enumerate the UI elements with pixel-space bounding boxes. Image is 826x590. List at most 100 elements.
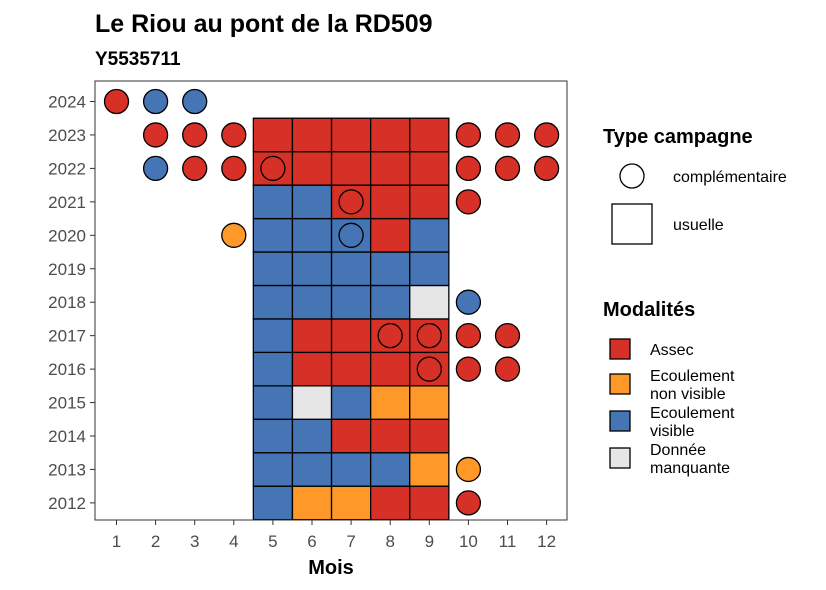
x-tick-label: 8 <box>385 532 394 551</box>
tile-2019-6 <box>291 251 333 287</box>
tile-2012-9 <box>409 485 450 521</box>
legend-modalite-label: manquante <box>650 460 730 477</box>
y-tick-label: 2017 <box>48 327 86 346</box>
tile-2023-9 <box>409 117 450 153</box>
tile-2021-9 <box>409 184 450 220</box>
tile-2017-7 <box>330 318 372 354</box>
tile-2013-8 <box>369 452 411 487</box>
point-2022-3 <box>182 155 208 182</box>
tile-2015-9 <box>409 385 450 420</box>
point-2022-10 <box>455 155 482 182</box>
tile-2023-6 <box>291 117 333 153</box>
point-2023-10 <box>455 122 482 148</box>
point-2024-3 <box>182 88 208 115</box>
tile-2023-8 <box>369 117 411 153</box>
tile-2022-9 <box>409 151 450 186</box>
y-tick-label: 2022 <box>48 159 86 178</box>
x-tick-label: 7 <box>346 532 355 551</box>
y-tick-label: 2021 <box>48 193 86 212</box>
tile-2019-8 <box>369 251 411 287</box>
x-tick-label: 1 <box>112 532 121 551</box>
tile-2012-6 <box>291 485 333 521</box>
point-2022-4 <box>221 155 247 182</box>
tile-2015-6 <box>291 385 333 420</box>
tile-2014-8 <box>369 418 411 454</box>
tile-2020-6 <box>291 217 333 253</box>
tile-2022-6 <box>291 151 333 186</box>
x-tick-label: 3 <box>190 532 199 551</box>
tile-2023-5 <box>252 117 294 153</box>
y-tick-label: 2014 <box>48 427 86 446</box>
point-2022-5 <box>260 155 286 182</box>
legend-modalite-label: non visible <box>650 386 726 403</box>
tile-2013-6 <box>291 452 333 487</box>
tile-2019-5 <box>252 251 294 287</box>
tile-2013-7 <box>330 452 372 487</box>
tile-2018-9 <box>409 284 450 320</box>
y-tick-label: 2016 <box>48 360 86 379</box>
y-tick-label: 2019 <box>48 260 86 279</box>
legend-modalite-label: Assec <box>650 342 694 359</box>
point-2023-11 <box>494 122 521 148</box>
point-2022-11 <box>494 155 521 182</box>
point-2017-10 <box>455 322 482 349</box>
tile-2012-8 <box>369 485 411 521</box>
legend-type-title: Type campagne <box>603 126 753 148</box>
point-2022-2 <box>142 155 169 182</box>
x-tick-label: 4 <box>229 532 238 551</box>
x-tick-label: 6 <box>307 532 316 551</box>
y-tick-label: 2018 <box>48 293 86 312</box>
point-2023-3 <box>182 122 208 148</box>
point-2024-1 <box>103 88 130 115</box>
tile-2015-5 <box>252 385 294 420</box>
x-tick-label: 12 <box>537 532 556 551</box>
legend-swatch-1 <box>609 373 631 395</box>
tile-2014-7 <box>330 418 372 454</box>
tile-2013-5 <box>252 452 294 487</box>
point-2023-2 <box>142 122 169 148</box>
tile-2016-8 <box>369 351 411 387</box>
tile-2015-8 <box>369 385 411 420</box>
point-2016-10 <box>455 356 482 382</box>
tile-2019-7 <box>330 251 372 287</box>
point-2016-9 <box>416 356 442 382</box>
legend-modalite-label: visible <box>650 423 695 440</box>
tile-2016-7 <box>330 351 372 387</box>
y-tick-label: 2024 <box>48 93 86 112</box>
tile-2012-5 <box>252 485 294 521</box>
tile-2014-6 <box>291 418 333 454</box>
tile-2020-9 <box>409 217 450 253</box>
y-tick-label: 2012 <box>48 494 86 513</box>
plot-area <box>103 88 560 521</box>
x-tick-label: 9 <box>425 532 434 551</box>
tile-2018-8 <box>369 284 411 320</box>
x-axis-title: Mois <box>308 557 354 579</box>
x-tick-label: 11 <box>499 532 517 551</box>
legend-swatch-3 <box>609 447 631 469</box>
point-2020-4 <box>221 222 247 248</box>
tile-2017-5 <box>252 318 294 354</box>
y-tick-label: 2020 <box>48 226 86 245</box>
legend-type-label: complémentaire <box>673 169 787 186</box>
x-tick-label: 2 <box>151 532 160 551</box>
legend-modalite-label: Ecoulement <box>650 368 735 385</box>
tile-2016-5 <box>252 351 294 387</box>
tile-2014-9 <box>409 418 450 454</box>
legend: Type campagne complémentaire usuelle Modali… <box>603 126 787 477</box>
tile-2021-5 <box>252 184 294 220</box>
point-2022-12 <box>533 155 560 182</box>
point-2013-10 <box>455 456 482 483</box>
point-2018-10 <box>455 289 482 315</box>
x-tick-label: 5 <box>268 532 277 551</box>
legend-type-label: usuelle <box>673 217 724 234</box>
tile-2018-6 <box>291 284 333 320</box>
tile-2020-5 <box>252 217 294 253</box>
tile-2014-5 <box>252 418 294 454</box>
legend-modalites-title: Modalités <box>603 299 695 321</box>
point-2021-10 <box>455 189 482 215</box>
legend-circle-swatch <box>619 163 645 189</box>
tile-2015-7 <box>330 385 372 420</box>
point-2021-7 <box>338 189 364 215</box>
legend-swatch-2 <box>609 410 631 432</box>
point-2016-11 <box>494 356 521 382</box>
